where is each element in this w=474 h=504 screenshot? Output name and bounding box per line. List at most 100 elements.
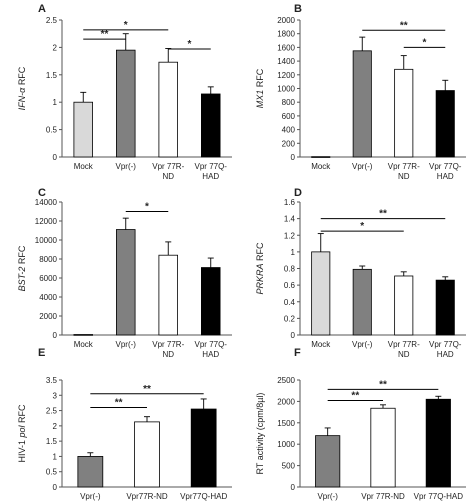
x-tick-label: Vpr 77Q-HAD	[414, 492, 464, 501]
bar	[352, 50, 372, 158]
x-tick-label: Mock	[74, 162, 94, 171]
x-tick-label: Vpr 77Q-HAD	[429, 340, 462, 359]
y-tick-label: 2000	[277, 16, 295, 25]
bar	[190, 408, 217, 488]
bar	[425, 398, 451, 488]
x-tick-label: Vpr 77R-ND	[152, 340, 184, 359]
y-tick-label: 1.2	[284, 231, 296, 240]
y-tick-label: 1	[53, 98, 58, 107]
y-tick-label: 2.5	[46, 407, 58, 416]
significance-label: **	[379, 209, 387, 220]
y-tick-label: 8000	[39, 255, 57, 264]
y-tick-label: 0	[53, 483, 58, 492]
x-tick-label: Vpr 77Q-HAD	[195, 340, 228, 359]
y-tick-label: 200	[282, 139, 296, 148]
significance-label: **	[143, 384, 151, 395]
y-tick-label: 2000	[277, 397, 295, 406]
bar	[158, 254, 178, 336]
y-tick-label: 14000	[35, 198, 58, 207]
bar	[370, 407, 396, 488]
x-tick-label: Vpr(-)	[116, 340, 137, 349]
panel-label: A	[38, 3, 46, 15]
y-tick-label: 2	[53, 422, 58, 431]
bar	[394, 68, 414, 158]
significance-label: *	[423, 37, 427, 48]
panel-e: E 0 0.5 1 1.5 2 2.5 3 3.5 HIV-1 pol RFC Vpr(-) Vpr7…	[17, 347, 232, 501]
bar	[200, 93, 221, 158]
y-tick-label: 1200	[277, 71, 295, 80]
bar	[394, 275, 414, 336]
y-axis-label: MX1 RFC	[255, 68, 265, 108]
y-axis-label: RT activity (cpm/8µl)	[255, 393, 265, 475]
x-tick-label: Vpr 77R-ND	[388, 340, 420, 359]
panel-label: E	[38, 347, 45, 359]
y-tick-label: 1	[53, 452, 58, 461]
y-tick-label: 0	[53, 153, 58, 162]
y-tick-label: 1600	[277, 43, 295, 52]
y-tick-label: 1000	[277, 85, 295, 94]
y-tick-label: 0	[291, 153, 296, 162]
significance-label: **	[101, 29, 109, 40]
y-tick-label: 2	[53, 43, 58, 52]
x-tick-label: Vpr 77R-ND	[388, 162, 420, 181]
significance-label: **	[115, 398, 123, 409]
y-tick-label: 0.4	[284, 298, 296, 307]
bar	[158, 61, 178, 158]
panel-b: B 0 200 400 600 800 1000 1200 1400 1600 1800 2000 MX…	[255, 3, 466, 181]
y-tick-label: 10000	[35, 236, 58, 245]
x-tick-label: Mock	[74, 340, 94, 349]
bar	[73, 101, 94, 158]
y-tick-label: 1.5	[46, 437, 58, 446]
y-tick-label: 400	[282, 126, 296, 135]
y-tick-label: 1.6	[284, 198, 296, 207]
y-tick-label: 1.5	[46, 71, 58, 80]
y-tick-label: 12000	[35, 217, 58, 226]
x-tick-label: Vpr(-)	[80, 492, 101, 501]
significance-label: *	[188, 39, 192, 50]
bar	[311, 156, 331, 158]
significance-label: *	[124, 20, 128, 31]
panel-a: A 0 0.5 1 1.5 2 2.5 IFN-α RFC Mock Vpr(-) Vpr 77R-…	[17, 3, 232, 181]
y-tick-label: 0	[291, 483, 296, 492]
panel-c: C 0 2000 4000 6000 8000 10000 12000 14000 BST-2 R…	[17, 187, 232, 359]
panel-label: B	[294, 3, 302, 15]
y-tick-label: 500	[282, 462, 296, 471]
y-tick-label: 0.6	[284, 281, 296, 290]
y-axis-label: HIV-1 pol RFC	[17, 404, 27, 463]
y-tick-label: 2500	[277, 376, 295, 385]
bar	[200, 267, 221, 336]
bar	[116, 229, 136, 336]
x-tick-label: Vpr(-)	[116, 162, 137, 171]
panel-f: F 0 500 1000 1500 2000 2500 RT activity (cpm/8µ…	[255, 347, 466, 501]
y-tick-label: 1400	[277, 57, 295, 66]
y-axis-label: PRKRA RFC	[255, 242, 265, 295]
bar	[73, 334, 94, 336]
bar	[116, 49, 136, 158]
x-tick-label: Mock	[311, 162, 331, 171]
x-tick-label: Vpr 77Q-HAD	[195, 162, 228, 181]
y-tick-label: 1800	[277, 30, 295, 39]
x-tick-label: Vpr 77R-ND	[152, 162, 184, 181]
y-tick-label: 800	[282, 98, 296, 107]
x-tick-label: Mock	[311, 340, 331, 349]
x-tick-label: Vpr(-)	[352, 340, 373, 349]
significance-label: *	[145, 202, 149, 213]
y-tick-label: 0.2	[284, 314, 296, 323]
bar	[435, 279, 455, 336]
y-tick-label: 3.5	[46, 376, 58, 385]
panel-label: F	[294, 347, 301, 359]
significance-label: **	[379, 379, 387, 390]
y-tick-label: 1	[291, 248, 296, 257]
y-tick-label: 1.4	[284, 215, 296, 224]
x-tick-label: Vpr 77Q-HAD	[429, 162, 462, 181]
y-tick-label: 0	[53, 331, 58, 340]
bar	[77, 456, 104, 488]
y-tick-label: 2.5	[46, 16, 58, 25]
panel-d: D 0 0.2 0.4 0.6 0.8 1 1.2 1.4 1.6 PRKRA RFC Mock Vpr…	[255, 187, 466, 359]
x-tick-label: Vpr(-)	[352, 162, 373, 171]
y-tick-label: 0.5	[46, 468, 58, 477]
x-tick-label: Vpr77Q-HAD	[180, 492, 227, 501]
y-axis-label: IFN-α RFC	[17, 66, 27, 110]
panel-label: D	[294, 187, 302, 199]
